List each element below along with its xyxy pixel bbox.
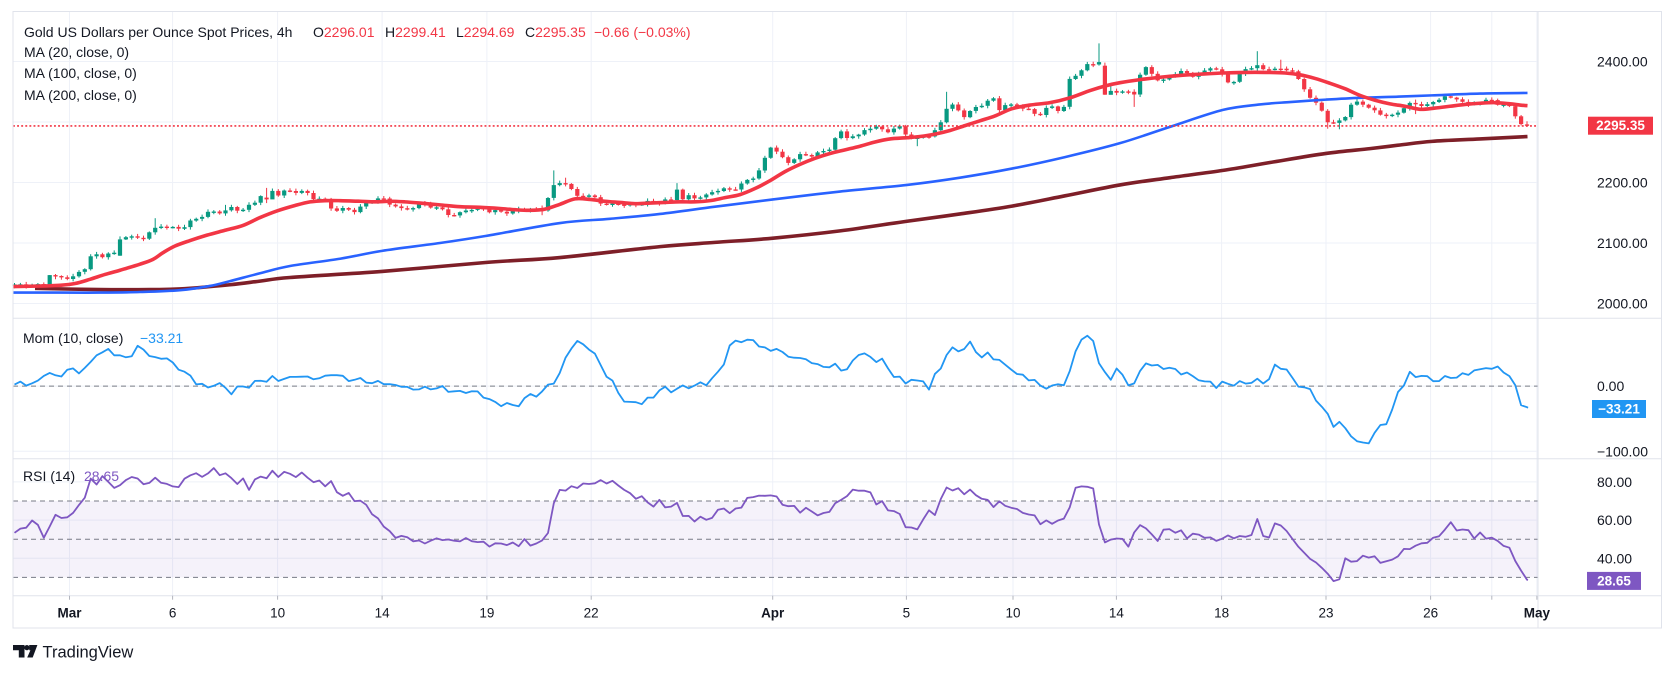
svg-text:19: 19 — [479, 606, 494, 621]
svg-text:TradingView: TradingView — [43, 644, 134, 662]
svg-text:RSI (14)28.65: RSI (14) 28.65 — [23, 468, 119, 484]
svg-text:23: 23 — [1318, 606, 1333, 621]
svg-text:40.00: 40.00 — [1597, 550, 1632, 566]
svg-text:2000.00: 2000.00 — [1597, 296, 1648, 312]
svg-text:28.65: 28.65 — [1597, 573, 1631, 588]
svg-text:MA (100, close, 0): MA (100, close, 0) — [24, 65, 137, 81]
svg-text:22: 22 — [584, 606, 599, 621]
svg-text:10: 10 — [1005, 606, 1020, 621]
svg-text:60.00: 60.00 — [1597, 512, 1632, 528]
svg-text:2100.00: 2100.00 — [1597, 235, 1648, 251]
svg-text:0.00: 0.00 — [1597, 378, 1624, 394]
svg-text:2400.00: 2400.00 — [1597, 54, 1648, 70]
svg-text:80.00: 80.00 — [1597, 474, 1632, 490]
svg-text:MA (20, close, 0): MA (20, close, 0) — [24, 44, 129, 60]
svg-text:MA (200, close, 0): MA (200, close, 0) — [24, 87, 137, 103]
svg-text:−100.00: −100.00 — [1597, 443, 1648, 459]
svg-text:May: May — [1524, 606, 1551, 621]
svg-text:Apr: Apr — [761, 606, 785, 621]
svg-text:Mar: Mar — [57, 606, 82, 621]
svg-text:18: 18 — [1214, 606, 1229, 621]
svg-text:6: 6 — [169, 606, 177, 621]
svg-text:10: 10 — [270, 606, 285, 621]
svg-text:2295.35: 2295.35 — [1596, 118, 1645, 133]
svg-text:Mom (10, close)−33.21: Mom (10, close) −33.21 — [23, 330, 183, 346]
svg-text:5: 5 — [903, 606, 911, 621]
svg-text:26: 26 — [1423, 606, 1438, 621]
svg-text:−33.21: −33.21 — [1598, 402, 1640, 417]
svg-text:2200.00: 2200.00 — [1597, 175, 1648, 191]
svg-text:14: 14 — [1109, 606, 1125, 621]
svg-text:14: 14 — [375, 606, 391, 621]
